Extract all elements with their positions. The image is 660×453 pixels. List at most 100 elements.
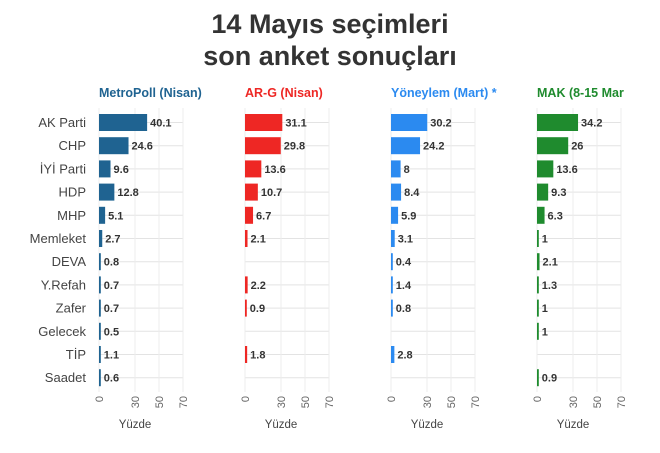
- category-label: DEVA: [52, 254, 87, 269]
- bar: [537, 253, 540, 271]
- x-axis-label: Yüzde: [119, 419, 152, 431]
- category-label: Zafer: [56, 301, 87, 316]
- data-label: 5.9: [401, 210, 416, 222]
- data-label: 13.6: [556, 164, 577, 176]
- data-label: 9.3: [551, 187, 566, 199]
- bar: [391, 346, 395, 363]
- bar: [537, 114, 579, 131]
- data-label: 8.4: [404, 187, 420, 199]
- bar: [537, 160, 554, 178]
- category-label: HDP: [59, 185, 86, 200]
- bar: [99, 299, 101, 317]
- x-tick-label: 0: [94, 396, 106, 402]
- bar: [245, 299, 247, 317]
- bar: [99, 346, 101, 363]
- data-label: 1.8: [250, 350, 265, 362]
- data-label: 3.1: [398, 234, 413, 246]
- bar: [245, 114, 283, 131]
- bar: [391, 137, 421, 155]
- data-label: 8: [404, 164, 410, 176]
- bar: [537, 369, 539, 387]
- bar: [99, 253, 101, 271]
- x-tick-label: 0: [240, 396, 252, 402]
- category-label: MHP: [57, 208, 86, 223]
- panel-title: MetroPoll (Nisan): [99, 86, 202, 100]
- data-label: 40.1: [150, 118, 171, 130]
- data-label: 0.9: [250, 303, 265, 315]
- data-label: 1.4: [396, 280, 412, 292]
- panel-title: MAK (8-15 Mar: [537, 86, 624, 100]
- bar: [537, 276, 539, 294]
- data-label: 6.7: [256, 210, 271, 222]
- data-label: 26: [571, 141, 583, 153]
- category-label: Memleket: [30, 231, 87, 246]
- bar: [391, 183, 402, 201]
- bar: [245, 346, 248, 363]
- data-label: 24.2: [423, 141, 444, 153]
- x-tick-label: 0: [532, 396, 544, 402]
- bar: [391, 253, 393, 271]
- data-label: 0.5: [104, 326, 119, 338]
- panel-title: AR-G (Nisan): [245, 86, 323, 100]
- data-label: 0.7: [104, 280, 119, 292]
- data-label: 5.1: [108, 210, 123, 222]
- bar: [245, 206, 254, 224]
- bar: [245, 230, 248, 247]
- category-label: Y.Refah: [41, 277, 86, 292]
- x-axis-label: Yüzde: [557, 419, 590, 431]
- category-label: Saadet: [45, 370, 87, 385]
- data-label: 0.8: [104, 257, 119, 269]
- bar: [391, 230, 395, 247]
- data-label: 2.1: [251, 234, 266, 246]
- data-label: 1: [542, 303, 548, 315]
- bar: [245, 160, 262, 178]
- bar: [537, 137, 569, 155]
- data-label: 34.2: [581, 118, 602, 130]
- data-label: 31.1: [285, 118, 306, 130]
- bar: [99, 206, 106, 224]
- data-label: 0.4: [396, 257, 412, 269]
- data-label: 13.6: [264, 164, 285, 176]
- bar: [99, 369, 101, 387]
- bar: [99, 160, 111, 178]
- bar: [537, 299, 539, 317]
- data-label: 9.6: [114, 164, 129, 176]
- data-label: 2.8: [397, 350, 412, 362]
- data-label: 29.8: [284, 141, 305, 153]
- bar: [245, 276, 248, 294]
- bar: [391, 160, 401, 178]
- x-tick-label: 50: [300, 396, 312, 408]
- data-label: 1: [542, 326, 548, 338]
- x-tick-label: 50: [446, 396, 458, 408]
- x-tick-label: 0: [386, 396, 398, 402]
- bar: [391, 276, 393, 294]
- category-label: TİP: [66, 347, 86, 362]
- bar: [537, 322, 539, 340]
- data-label: 0.9: [542, 373, 557, 385]
- bar: [99, 114, 148, 131]
- x-tick-label: 30: [130, 396, 142, 408]
- data-label: 1.3: [542, 280, 557, 292]
- data-label: 2.2: [251, 280, 266, 292]
- x-tick-label: 50: [154, 396, 166, 408]
- data-label: 30.2: [430, 118, 451, 130]
- bar: [537, 183, 549, 201]
- data-label: 0.7: [104, 303, 119, 315]
- bar: [537, 230, 539, 247]
- chart-title-line2: son anket sonuçları: [203, 41, 457, 71]
- bar: [391, 299, 393, 317]
- bar: [391, 114, 428, 131]
- bar: [99, 183, 115, 201]
- bar: [245, 183, 258, 201]
- chart-title-line1: 14 Mayıs seçimleri: [211, 9, 449, 39]
- x-tick-label: 70: [178, 396, 190, 408]
- data-label: 24.6: [132, 141, 153, 153]
- data-label: 1: [542, 234, 548, 246]
- data-label: 12.8: [117, 187, 138, 199]
- x-axis-label: Yüzde: [265, 419, 298, 431]
- x-tick-label: 30: [568, 396, 580, 408]
- x-tick-label: 70: [470, 396, 482, 408]
- category-label: Gelecek: [38, 324, 86, 339]
- data-label: 0.6: [104, 373, 119, 385]
